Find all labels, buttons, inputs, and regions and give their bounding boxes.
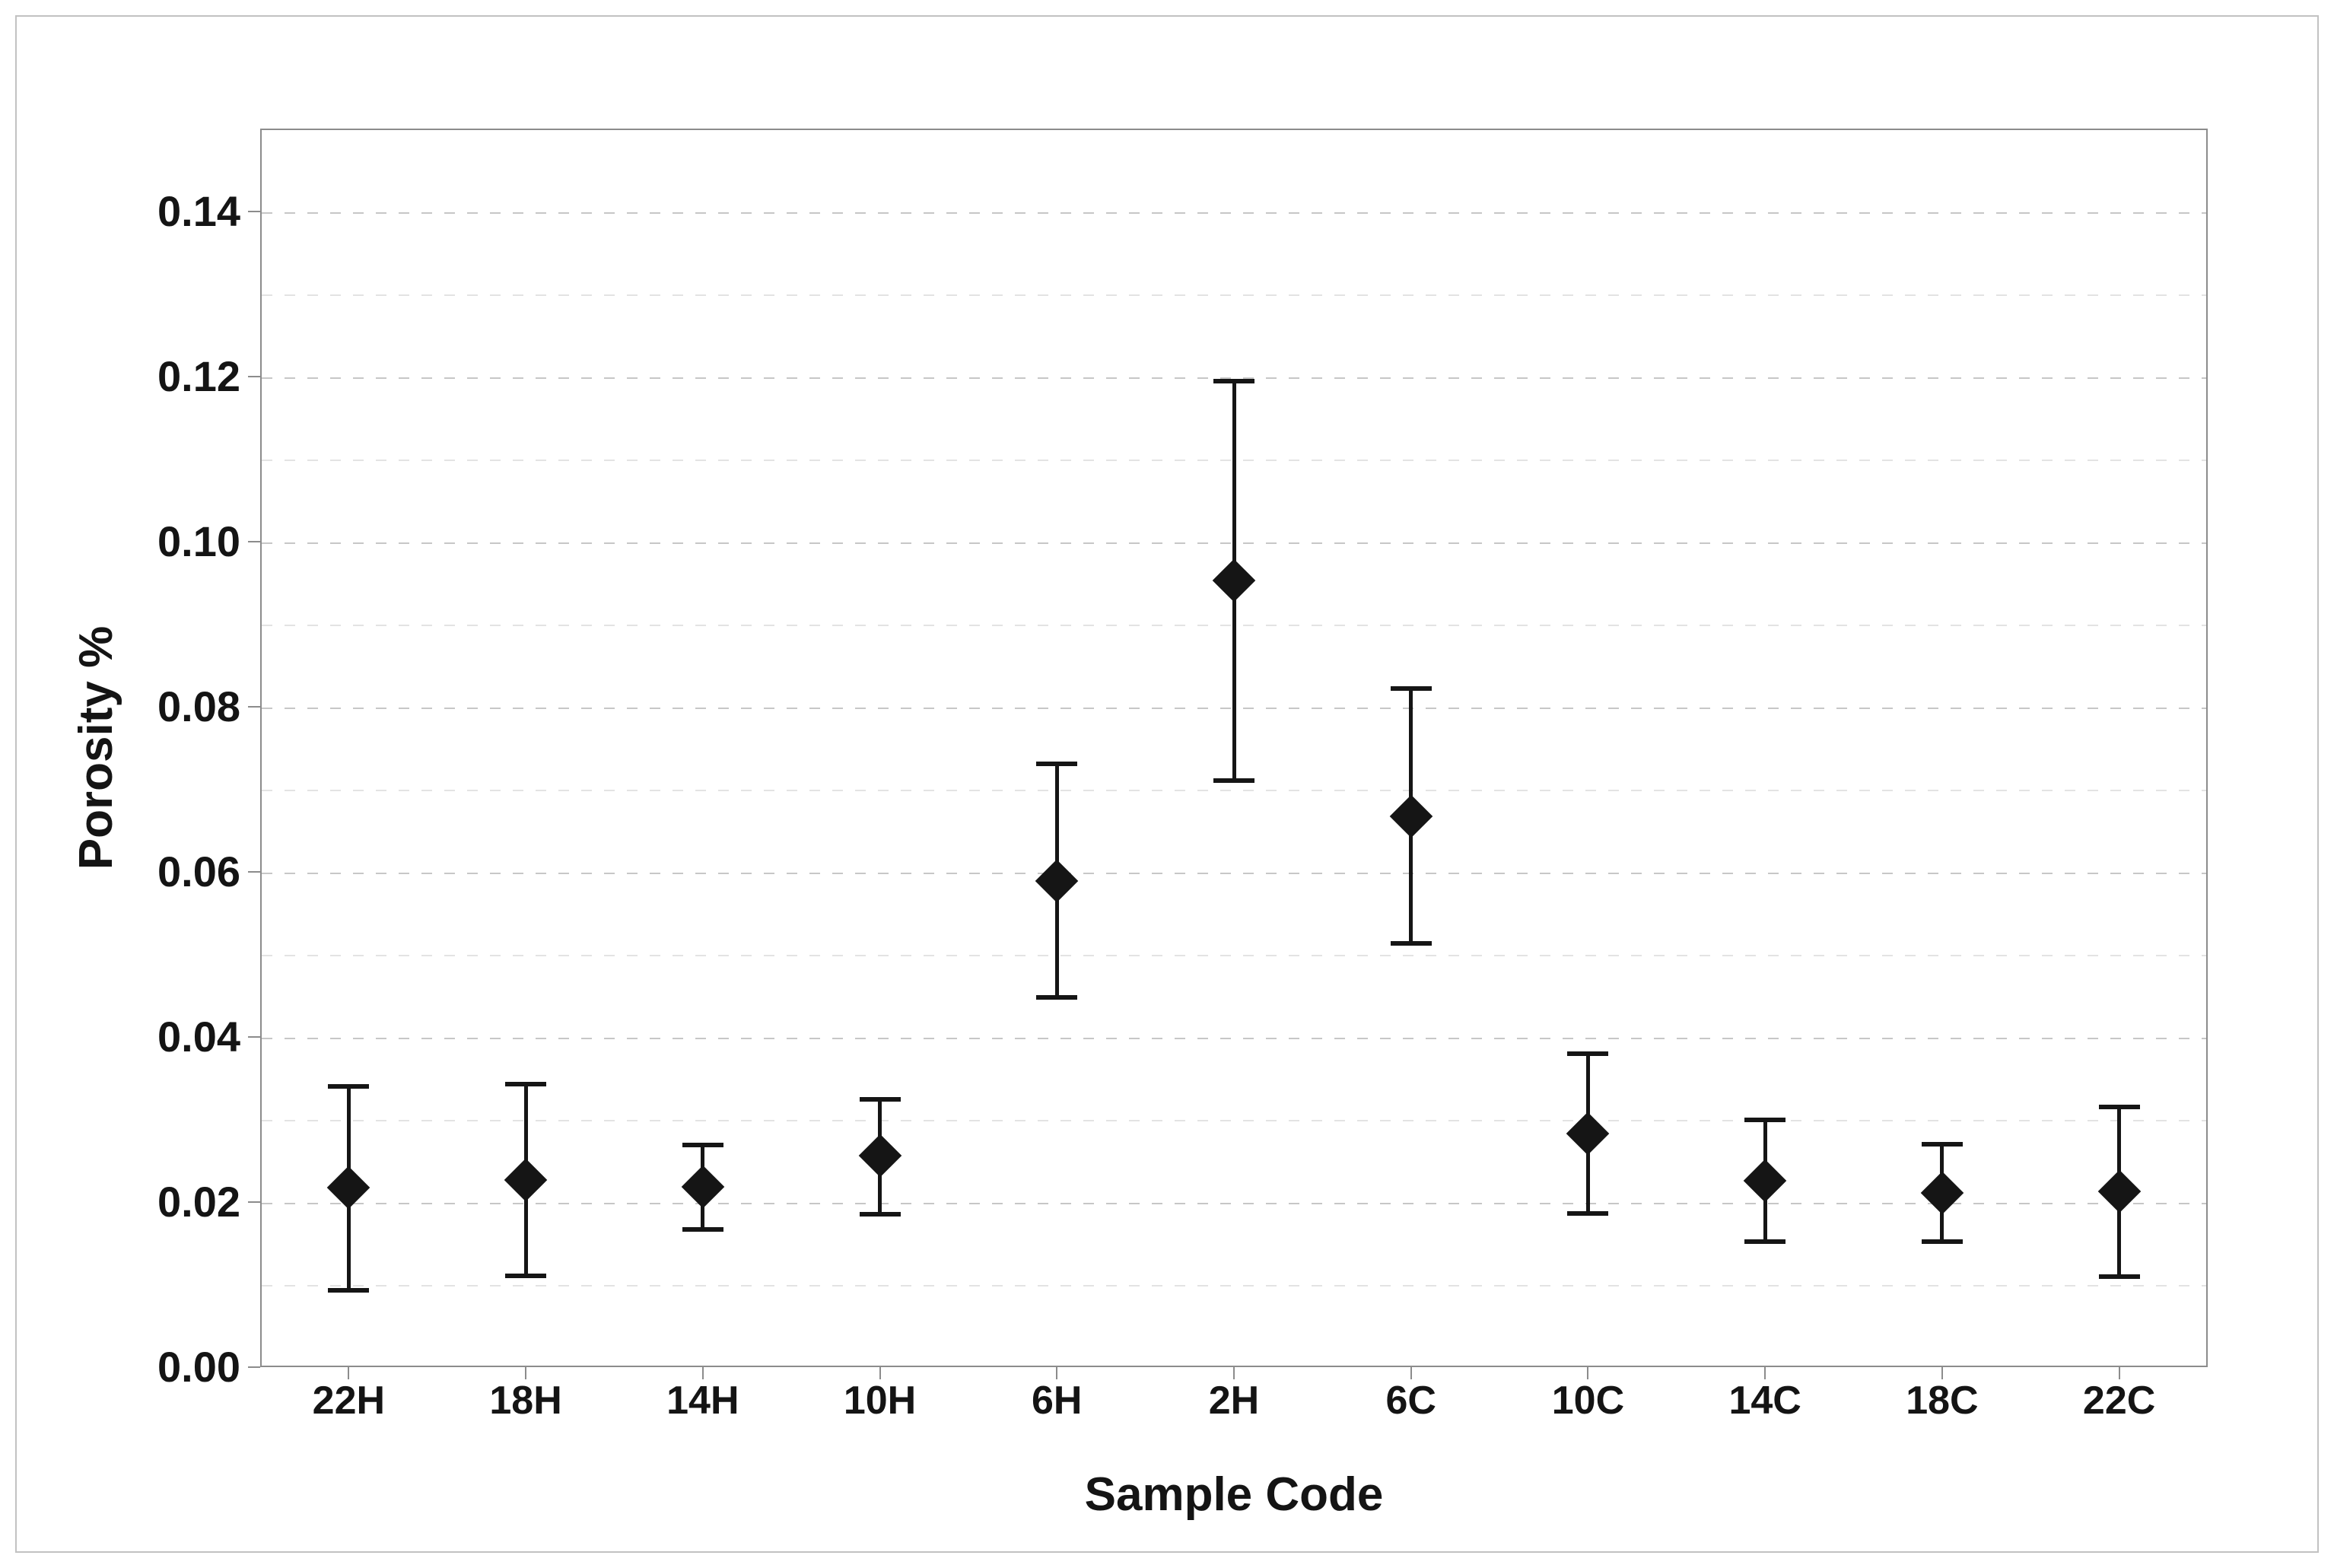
y-tick [248,705,260,708]
y-tick [248,870,260,873]
x-tick-label: 10H [843,1379,917,1423]
gridline-major [262,1037,2206,1039]
gridline-minor [262,1285,2206,1287]
x-tick-label: 14C [1728,1379,1801,1423]
x-tick-label: 10C [1551,1379,1625,1423]
gridline-major [262,1202,2206,1204]
x-tick-label: 6H [1032,1379,1083,1423]
x-axis-title: Sample Code [1084,1468,1384,1521]
y-tick-label: 0.12 [157,351,240,400]
gridline-major [262,872,2206,874]
y-tick [248,1201,260,1203]
gridline-minor [262,955,2206,957]
error-bar-lower-cap [505,1273,547,1278]
error-bar-upper-cap [2098,1105,2140,1110]
x-tick [1056,1367,1058,1379]
error-bar-upper-cap [1036,761,1078,766]
gridline-minor [262,1120,2206,1122]
error-bar-upper-cap [328,1083,370,1089]
x-tick [1941,1367,1943,1379]
error-bar-lower-cap [1744,1239,1786,1245]
x-tick [348,1367,350,1379]
y-tick [248,540,260,542]
error-bar-upper-cap [505,1081,547,1086]
error-bar-upper-cap [1921,1141,1963,1147]
error-bar-lower-cap [2098,1274,2140,1279]
error-bar-lower-cap [1921,1239,1963,1245]
y-tick-label: 0.00 [157,1343,240,1391]
error-bar-lower-cap [1036,994,1078,1000]
gridline-major [262,377,2206,379]
x-tick [701,1367,704,1379]
x-tick [1764,1367,1766,1379]
y-tick [248,1366,260,1368]
x-tick [2118,1367,2120,1379]
x-tick [1233,1367,1235,1379]
x-tick-label: 14H [666,1379,739,1423]
error-bar-lower-cap [328,1288,370,1293]
x-tick-label: 6C [1385,1379,1436,1423]
error-bar-upper-cap [682,1143,723,1148]
gridline-minor [262,790,2206,792]
x-tick-label: 22H [312,1379,386,1423]
x-tick-label: 22C [2082,1379,2156,1423]
x-tick [1587,1367,1589,1379]
x-tick-label: 18C [1906,1379,1979,1423]
x-tick [525,1367,527,1379]
y-tick-label: 0.08 [157,682,240,730]
x-tick-label: 18H [489,1379,562,1423]
gridline-major [262,212,2206,214]
y-tick-label: 0.04 [157,1012,240,1061]
error-bar-upper-cap [1213,379,1254,384]
error-bar-upper-cap [859,1097,901,1102]
y-tick-label: 0.14 [157,186,240,235]
error-bar-lower-cap [1213,778,1254,784]
error-bar-lower-cap [1567,1211,1609,1217]
gridline-minor [262,294,2206,297]
plot-area [260,129,2208,1367]
error-bar-lower-cap [682,1226,723,1232]
y-tick-label: 0.06 [157,847,240,895]
y-tick [248,375,260,377]
error-bar-upper-cap [1390,685,1432,691]
error-bar-upper-cap [1567,1051,1609,1056]
y-tick [248,210,260,212]
error-bar-lower-cap [1390,941,1432,946]
x-tick [879,1367,881,1379]
error-bar-upper-cap [1744,1118,1786,1123]
x-tick-label: 2H [1208,1379,1260,1423]
error-bar-lower-cap [859,1212,901,1217]
x-tick [1410,1367,1412,1379]
y-tick [248,1035,260,1038]
y-tick-label: 0.10 [157,517,240,565]
y-tick-label: 0.02 [157,1177,240,1226]
y-axis-title: Porosity % [70,625,122,870]
